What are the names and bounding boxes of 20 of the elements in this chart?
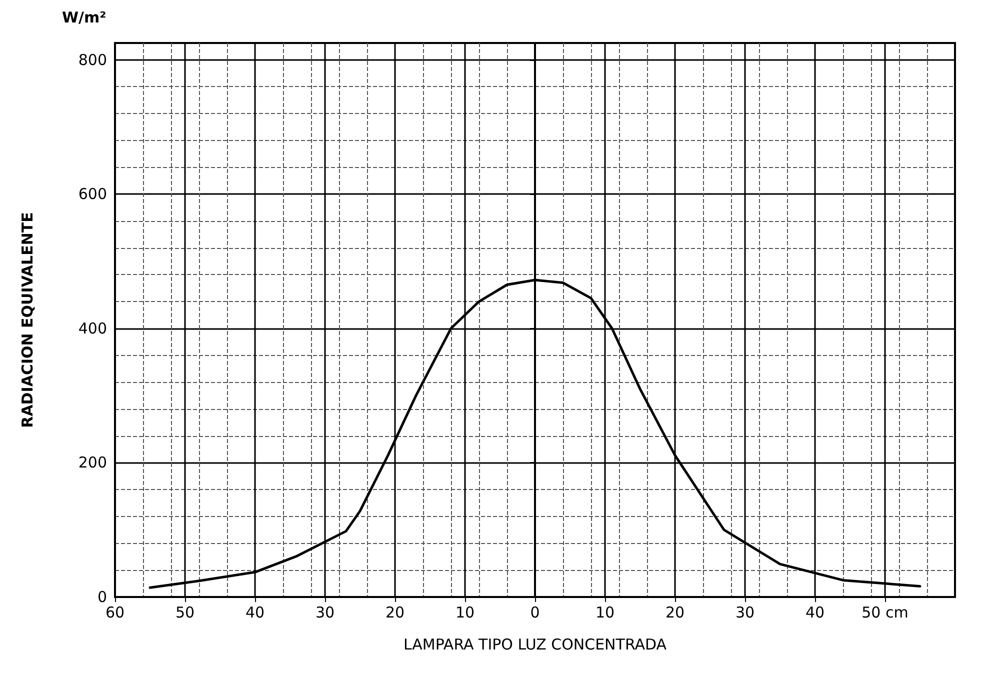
text: W/m² [62,8,106,26]
y-tick-label: 600 [78,185,107,204]
x-tick-label: 10 [455,604,475,622]
y-axis-title: RADIACION EQUIVALENTE [18,212,36,428]
y-tick-label: 200 [78,454,107,472]
x-axis-title: LAMPARA TIPO LUZ CONCENTRADA [403,636,668,654]
x-tick-label: 0 [530,604,540,622]
x-tick-label: 50 [175,604,195,622]
x-tick-label: 30 [735,604,755,622]
x-tick-label: 20 [665,604,685,622]
y-tick-label: 800 [78,50,107,69]
x-tick-label: 10 [595,604,615,622]
x-tick-label: 30 [315,604,335,622]
x-tick-label: 20 [385,604,405,622]
x-tick-label: 40 [245,604,265,622]
y-tick-label: 400 [78,319,107,338]
x-tick-label: 50 cm [862,604,908,622]
x-tick-label: 60 [105,604,125,622]
x-tick-label: 40 [805,604,825,622]
y-tick-label: 0 [97,588,107,606]
